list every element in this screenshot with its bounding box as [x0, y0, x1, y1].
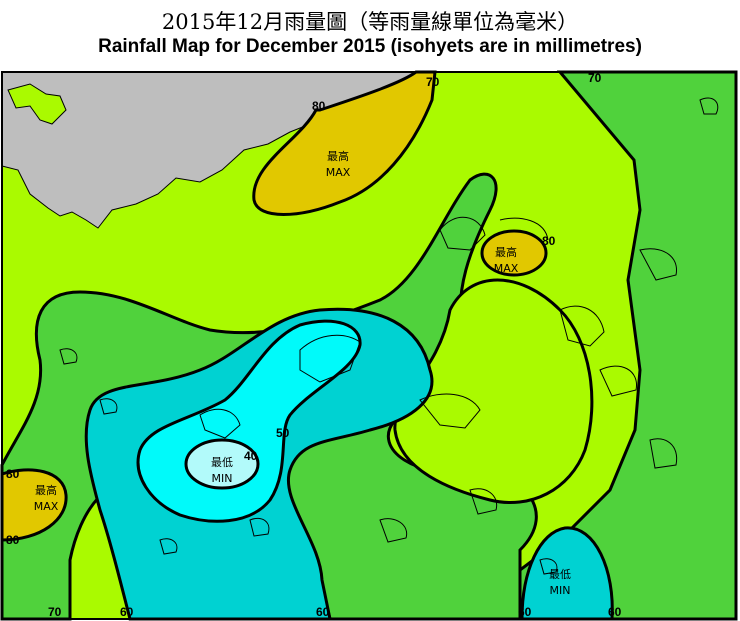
svg-text:最低: 最低: [211, 456, 233, 469]
map-title-english: Rainfall Map for December 2015 (isohyets…: [98, 36, 642, 57]
svg-text:最低: 最低: [549, 568, 571, 581]
isohyet-label-70-northeast: 70: [588, 71, 602, 85]
zone-above-80-east: [480, 229, 548, 277]
mainland-inlet: [7, 83, 67, 125]
svg-text:最高: 最高: [327, 149, 349, 163]
zone-above-80-west: [0, 468, 68, 542]
isohyet-label-40: 40: [244, 449, 258, 463]
isohyet-label-50: 50: [276, 426, 290, 440]
isohyet-label-70-north: 70: [426, 75, 440, 89]
svg-text:MAX: MAX: [326, 166, 351, 179]
zone-below-40: [184, 438, 260, 490]
isohyet-label-60-bottom-c: 60: [518, 605, 532, 619]
coastline-islands: [59, 97, 719, 575]
isohyet-label-80-east: 80: [542, 234, 556, 248]
isohyet-label-80-west-lower: 80: [6, 533, 20, 547]
max-marker-west: 最高 MAX: [34, 483, 59, 513]
isohyet-label-80-north: 80: [312, 99, 326, 113]
min-marker-center: 最低 MIN: [211, 456, 233, 485]
max-marker-east: 最高 MAX: [494, 245, 519, 275]
svg-text:MAX: MAX: [34, 500, 59, 513]
min-marker-south: 最低 MIN: [549, 568, 571, 597]
isohyet-label-70-bottom: 70: [48, 605, 62, 619]
svg-text:MIN: MIN: [550, 584, 571, 597]
svg-text:MAX: MAX: [494, 262, 519, 275]
map-title-chinese: 2015年12月雨量圖（等雨量線單位為毫米）: [161, 10, 579, 34]
map-frame: [1, 71, 737, 620]
zone-above-80-north: [252, 70, 437, 216]
zone-50-60-south: [520, 526, 614, 621]
isohyet-label-60-bottom-b: 60: [316, 605, 330, 619]
isohyet-label-60-bottom-d: 60: [608, 605, 622, 619]
isohyet-label-60-bottom-a: 60: [120, 605, 134, 619]
svg-text:最高: 最高: [35, 483, 57, 497]
rainfall-map: 80 70 70 80 80 80 50 40 70 60 60 60 60 最…: [0, 70, 738, 621]
isohyet-label-80-west-upper: 80: [6, 467, 20, 481]
svg-text:MIN: MIN: [212, 472, 233, 485]
max-marker-north: 最高 MAX: [326, 149, 351, 179]
svg-text:最高: 最高: [495, 245, 517, 259]
